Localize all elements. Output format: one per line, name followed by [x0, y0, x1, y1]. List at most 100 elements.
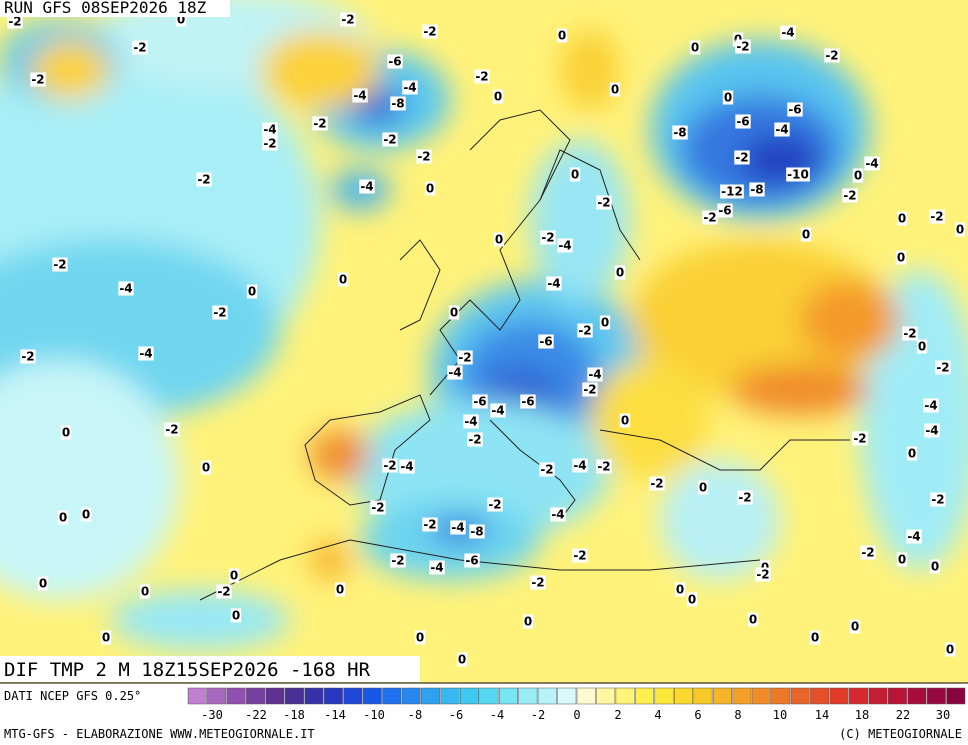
contour-label: -2 — [936, 361, 949, 375]
contour-label-bg — [944, 642, 956, 657]
contour-label: -2 — [931, 493, 944, 507]
contour-label: 0 — [898, 553, 906, 567]
contour-label-bg — [424, 181, 436, 196]
contour-label-bg — [457, 350, 473, 365]
contour-label-bg — [954, 222, 966, 237]
contour-label: 0 — [558, 29, 566, 43]
contour-label: -2 — [341, 13, 354, 27]
contour-label-bg — [463, 414, 479, 429]
header-box — [0, 0, 230, 17]
contour-label-bg — [312, 116, 328, 131]
contour-label: -2 — [861, 546, 874, 560]
contour-label-bg — [896, 552, 908, 567]
colorbar-swatch — [946, 687, 966, 705]
colorbar-label: 2 — [614, 708, 621, 722]
colorbar-swatch — [285, 687, 304, 705]
contour-label-bg — [546, 276, 562, 291]
colorbar-swatch — [732, 687, 752, 705]
contour-label-bg — [929, 209, 945, 224]
contour-label: -4 — [139, 347, 152, 361]
contour-label-bg — [422, 24, 438, 39]
contour-label: 0 — [724, 91, 732, 105]
contour-label: 0 — [39, 577, 47, 591]
contour-label-bg — [216, 584, 232, 599]
contour-label: 0 — [897, 251, 905, 265]
contour-label-bg — [132, 40, 148, 55]
contour-label: -2 — [197, 173, 210, 187]
contour-label-bg — [20, 349, 36, 364]
colorbar-label: 30 — [936, 708, 950, 722]
contour-label: -8 — [750, 183, 763, 197]
contour-label: -2 — [736, 40, 749, 54]
contour-label: -2 — [531, 576, 544, 590]
contour-label-bg — [702, 210, 718, 225]
contour-label: -4 — [551, 508, 564, 522]
contour-label-bg — [467, 432, 483, 447]
contour-label: -6 — [539, 335, 552, 349]
contour-label-bg — [599, 315, 611, 330]
colorbar-label: -30 — [201, 708, 223, 722]
contour-label-bg — [849, 619, 861, 634]
run-title: RUN GFS 08SEP2026 18Z — [4, 0, 207, 17]
contour-label: -8 — [391, 97, 404, 111]
contour-label-bg — [619, 413, 631, 428]
contour-label-bg — [200, 460, 212, 475]
contour-label: -4 — [588, 368, 601, 382]
contour-label: 0 — [230, 569, 238, 583]
contour-label: 0 — [232, 609, 240, 623]
contour-label-bg — [7, 14, 23, 29]
field-title: DIF TMP 2 M 18Z15SEP2026 -168 HR — [4, 659, 371, 681]
contour-label-bg — [448, 305, 460, 320]
contour-label-bg — [924, 423, 940, 438]
contour-label: 0 — [494, 90, 502, 104]
contour-label-bg — [557, 238, 573, 253]
contour-label-bg — [717, 203, 733, 218]
contour-label-bg — [572, 458, 588, 473]
contour-label-bg — [787, 102, 803, 117]
contour-label: -6 — [521, 395, 534, 409]
colorbar-label: -8 — [408, 708, 422, 722]
contour-label: -2 — [597, 196, 610, 210]
contour-label-bg — [735, 114, 751, 129]
contour-label: 0 — [956, 223, 964, 237]
colorbar-swatch — [654, 687, 674, 705]
colorbar-label: -6 — [449, 708, 463, 722]
contour-label-bg — [539, 462, 555, 477]
contour-label-bg — [786, 167, 810, 182]
contour-label: 0 — [802, 228, 810, 242]
contour-label: 0 — [141, 585, 149, 599]
contour-label-bg — [842, 188, 858, 203]
contour-label-bg — [569, 167, 581, 182]
contour-label-bg — [550, 507, 566, 522]
contour-label-bg — [340, 12, 356, 27]
contour-label: -4 — [573, 459, 586, 473]
contour-label-bg — [487, 497, 503, 512]
colorbar-swatch — [187, 687, 207, 705]
colorbar-label: 14 — [815, 708, 829, 722]
contour-label: -4 — [781, 26, 794, 40]
contour-label-bg — [538, 334, 554, 349]
contour-label: 0 — [336, 583, 344, 597]
copyright-text: (C) METEOGIORNALE — [839, 727, 962, 741]
contour-label: 0 — [918, 340, 926, 354]
contour-label: -4 — [924, 399, 937, 413]
contour-label: 0 — [339, 273, 347, 287]
colorbar-swatch — [576, 687, 596, 705]
contour-label: -4 — [403, 81, 416, 95]
contour-label: -2 — [31, 73, 44, 87]
contour-label: 0 — [616, 266, 624, 280]
colorbar-label: -18 — [283, 708, 305, 722]
colorbar-swatch — [265, 687, 285, 705]
contour-label: -4 — [263, 123, 276, 137]
contour-label: -2 — [371, 501, 384, 515]
contour-label-bg — [390, 96, 406, 111]
contour-label: 0 — [495, 233, 503, 247]
colorbar-swatch — [615, 687, 635, 705]
contour-label: 0 — [699, 481, 707, 495]
contour-label-bg — [429, 560, 445, 575]
contour-label-bg — [472, 394, 488, 409]
contour-label-bg — [390, 553, 406, 568]
contour-label-bg — [352, 88, 368, 103]
contour-label: 0 — [854, 169, 862, 183]
